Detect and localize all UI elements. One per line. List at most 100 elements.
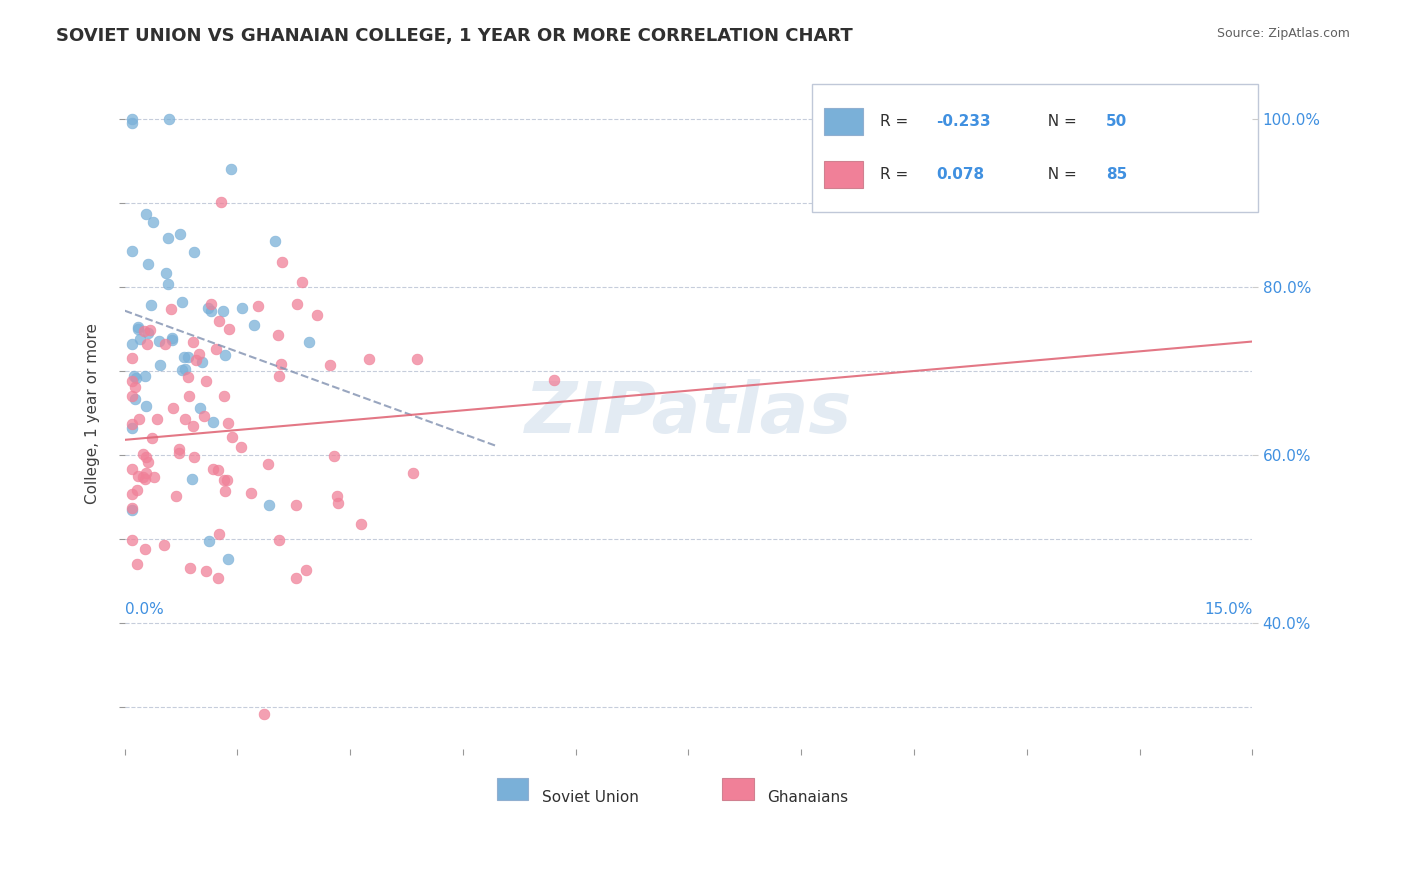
Point: [202, 415, 225, 429]
Point: [155, 266, 177, 280]
Point: [183, 334, 205, 349]
Point: [157, 112, 180, 127]
Point: [359, 351, 381, 366]
Point: [124, 392, 146, 407]
Point: [121, 374, 143, 388]
Point: [326, 496, 349, 510]
Point: [169, 446, 191, 460]
Point: [169, 227, 191, 241]
Point: [285, 498, 308, 512]
Text: Ghanaians: Ghanaians: [768, 789, 848, 805]
Point: [148, 334, 170, 348]
Text: N =: N =: [1038, 168, 1081, 182]
Point: [142, 470, 165, 484]
Point: [162, 401, 184, 415]
Point: [134, 369, 156, 384]
Point: [121, 115, 143, 129]
Point: [267, 369, 290, 384]
Text: R =: R =: [880, 113, 914, 128]
Point: [179, 389, 201, 403]
Point: [231, 301, 253, 315]
Point: [146, 411, 169, 425]
Point: [239, 486, 262, 500]
Point: [207, 462, 229, 476]
Point: [127, 322, 149, 336]
Point: [198, 533, 221, 548]
Point: [121, 487, 143, 501]
Point: [174, 412, 197, 426]
Point: [142, 215, 165, 229]
Text: SOVIET UNION VS GHANAIAN COLLEGE, 1 YEAR OR MORE CORRELATION CHART: SOVIET UNION VS GHANAIAN COLLEGE, 1 YEAR…: [56, 27, 853, 45]
Text: 15.0%: 15.0%: [1204, 601, 1253, 616]
Point: [214, 348, 236, 362]
Point: [219, 161, 242, 176]
Point: [149, 359, 172, 373]
Point: [121, 244, 143, 259]
Point: [176, 370, 198, 384]
Point: [121, 351, 143, 366]
Point: [156, 277, 179, 292]
Point: [253, 707, 276, 722]
Point: [172, 294, 194, 309]
Point: [267, 533, 290, 547]
Point: [124, 380, 146, 394]
Point: [121, 337, 143, 351]
Point: [134, 472, 156, 486]
Point: [125, 371, 148, 385]
Point: [121, 417, 143, 431]
Point: [135, 467, 157, 481]
Point: [247, 300, 270, 314]
Point: [221, 430, 243, 444]
Point: [121, 500, 143, 515]
Point: [139, 298, 162, 312]
Point: [194, 564, 217, 578]
Point: [319, 358, 342, 372]
Point: [134, 541, 156, 556]
Point: [129, 332, 152, 346]
Point: [136, 326, 159, 340]
Point: [212, 389, 235, 403]
Bar: [824, 108, 863, 135]
Point: [200, 296, 222, 310]
Text: 50: 50: [1105, 113, 1128, 128]
Point: [138, 323, 160, 337]
Point: [181, 419, 204, 434]
Text: 85: 85: [1105, 168, 1128, 182]
Point: [201, 462, 224, 476]
Text: ZIPatlas: ZIPatlas: [524, 379, 852, 448]
Point: [307, 308, 329, 322]
Point: [131, 447, 153, 461]
Point: [406, 351, 429, 366]
Point: [285, 296, 308, 310]
Point: [177, 350, 200, 364]
Point: [218, 322, 240, 336]
Bar: [813, 84, 1258, 211]
Point: [125, 483, 148, 498]
Point: [543, 373, 565, 387]
Point: [121, 112, 143, 127]
Point: [135, 337, 157, 351]
Point: [284, 571, 307, 585]
Text: 0.078: 0.078: [936, 168, 984, 182]
Text: -0.233: -0.233: [936, 113, 991, 128]
Point: [209, 195, 232, 210]
Point: [190, 354, 212, 368]
Point: [257, 498, 280, 512]
Point: [207, 314, 229, 328]
Point: [350, 516, 373, 531]
Point: [121, 533, 143, 548]
Point: [121, 462, 143, 476]
Point: [153, 538, 176, 552]
Point: [263, 234, 285, 248]
Point: [121, 389, 143, 403]
Point: [212, 304, 235, 318]
Point: [295, 563, 318, 577]
Point: [181, 472, 204, 486]
Point: [270, 357, 292, 371]
Point: [197, 301, 219, 315]
Point: [127, 319, 149, 334]
Point: [194, 374, 217, 388]
Text: R =: R =: [880, 168, 914, 182]
Point: [160, 333, 183, 347]
Point: [323, 449, 346, 463]
